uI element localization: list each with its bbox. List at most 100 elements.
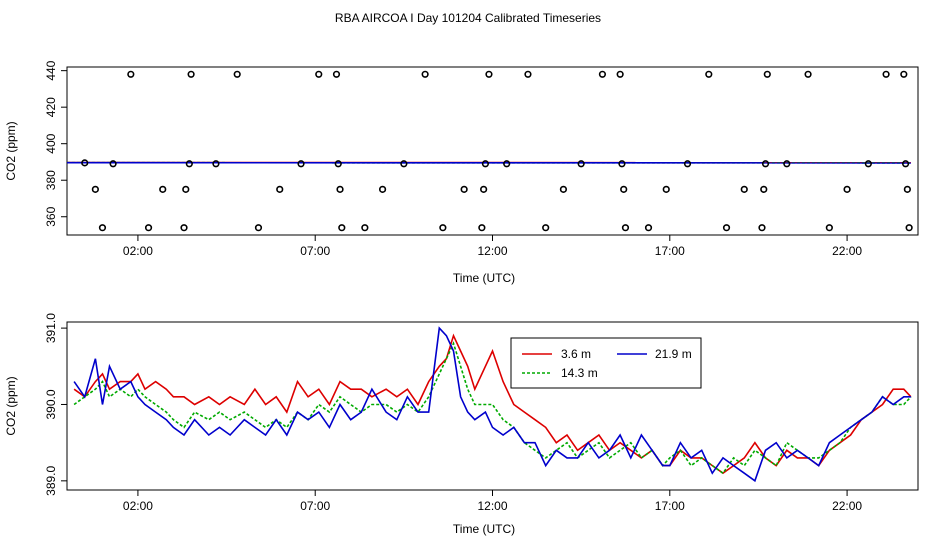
bottom-y-axis: 389.0 390.0 391.0 xyxy=(44,313,67,496)
scatter-point-37 xyxy=(616,70,624,78)
top-y-tick-label-0: 360 xyxy=(44,206,58,226)
legend-box xyxy=(510,337,702,389)
scatter-point-48 xyxy=(760,185,768,193)
bottom-x-axis: 02:00 07:00 12:00 17:00 22:00 xyxy=(123,490,862,513)
scatter-point-44 xyxy=(705,70,713,78)
bottom-panel: 02:00 07:00 12:00 17:00 22:00 389.0 390.0 391.… xyxy=(4,313,919,536)
scatter-point-12 xyxy=(233,70,241,78)
scatter-point-5 xyxy=(144,224,153,232)
scatter-point-11 xyxy=(212,160,220,168)
scatter-point-45 xyxy=(722,224,731,232)
bot-x-tick-label-3: 17:00 xyxy=(655,499,685,513)
scatter-point-4 xyxy=(127,70,135,78)
scatter-point-21 xyxy=(361,224,369,232)
scatter-point-8 xyxy=(182,185,190,193)
scatter-point-39 xyxy=(620,185,628,193)
scatter-point-18 xyxy=(334,160,342,168)
scatter-point-32 xyxy=(524,70,532,78)
scatter-point-24 xyxy=(421,70,429,78)
scatter-point-38 xyxy=(618,160,626,168)
scatter-point-22 xyxy=(378,185,387,193)
scatter-point-1 xyxy=(91,185,99,193)
scatter-point-35 xyxy=(577,160,585,168)
scatter-point-13 xyxy=(254,224,263,232)
scatter-point-50 xyxy=(763,70,771,78)
scatter-point-34 xyxy=(559,185,568,193)
scatter-point-19 xyxy=(336,185,344,193)
scatter-point-41 xyxy=(644,224,653,232)
scatter-point-31 xyxy=(503,160,511,168)
scatter-point-30 xyxy=(485,70,493,78)
figure-title: RBA AIRCOA I Day 101204 Calibrated Times… xyxy=(335,11,601,25)
legend-label-14.3m: 14.3 m xyxy=(561,366,598,380)
scatter-point-58 xyxy=(901,160,910,168)
scatter-point-15 xyxy=(297,160,305,168)
scatter-point-56 xyxy=(882,70,890,78)
top-y-tick-label-4: 440 xyxy=(44,60,58,80)
scatter-point-0 xyxy=(81,159,89,167)
scatter-point-27 xyxy=(481,160,490,168)
scatter-point-9 xyxy=(185,160,193,168)
scatter-point-2 xyxy=(98,224,107,232)
bot-y-tick-label-2: 391.0 xyxy=(44,313,58,343)
scatter-point-28 xyxy=(480,185,488,193)
scatter-point-53 xyxy=(825,224,833,232)
top-plot-frame xyxy=(66,66,919,236)
bottom-x-axis-label: Time (UTC) xyxy=(453,522,515,536)
scatter-point-60 xyxy=(905,224,913,232)
legend-label-3.6m: 3.6 m xyxy=(561,347,591,361)
top-x-tick-label-1: 07:00 xyxy=(300,244,330,258)
scatter-point-25 xyxy=(439,224,447,232)
top-scatter-points xyxy=(81,70,913,232)
bot-x-tick-label-4: 22:00 xyxy=(832,499,862,513)
scatter-point-7 xyxy=(180,224,188,232)
scatter-point-47 xyxy=(758,224,766,232)
scatter-point-14 xyxy=(276,185,284,193)
legend: 3.6 m 14.3 m 21.9 m xyxy=(510,337,702,389)
top-x-axis-label: Time (UTC) xyxy=(453,271,515,285)
scatter-point-40 xyxy=(621,224,630,232)
scatter-point-59 xyxy=(903,185,911,193)
scatter-point-42 xyxy=(662,185,670,193)
scatter-point-10 xyxy=(187,70,195,78)
scatter-point-55 xyxy=(864,160,872,168)
bot-x-tick-label-1: 07:00 xyxy=(300,499,330,513)
top-x-tick-label-3: 17:00 xyxy=(655,244,685,258)
scatter-point-17 xyxy=(332,70,341,78)
scatter-point-49 xyxy=(761,160,770,168)
scatter-point-26 xyxy=(460,185,468,193)
scatter-point-16 xyxy=(315,70,323,78)
bot-series-line-21.9m xyxy=(73,326,911,483)
top-y-tick-label-2: 400 xyxy=(44,133,58,153)
scatter-point-6 xyxy=(159,185,167,193)
bottom-series-lines xyxy=(73,326,912,483)
scatter-point-46 xyxy=(740,185,748,193)
scatter-point-43 xyxy=(683,160,692,168)
top-panel: 02:00 07:00 12:00 17:00 22:00 360 380 400 420 44… xyxy=(4,60,919,285)
scatter-point-29 xyxy=(478,224,486,232)
scatter-point-52 xyxy=(804,70,812,78)
top-y-axis: 360 380 400 420 440 xyxy=(44,60,67,227)
scatter-point-51 xyxy=(783,160,791,168)
scatter-point-33 xyxy=(542,224,550,232)
scatter-point-20 xyxy=(338,224,346,232)
bot-x-tick-label-2: 12:00 xyxy=(477,499,507,513)
bot-series-line-14.3m xyxy=(73,341,912,475)
legend-label-21.9m: 21.9 m xyxy=(655,347,692,361)
top-y-tick-label-1: 380 xyxy=(44,170,58,190)
top-x-axis: 02:00 07:00 12:00 17:00 22:00 xyxy=(123,235,862,258)
scatter-point-3 xyxy=(109,160,117,168)
top-x-tick-label-0: 02:00 xyxy=(123,244,153,258)
scatter-point-57 xyxy=(900,70,908,78)
scatter-point-36 xyxy=(598,70,607,78)
bot-series-line-3.6m xyxy=(73,333,912,475)
top-x-tick-label-4: 22:00 xyxy=(832,244,862,258)
top-y-tick-label-3: 420 xyxy=(44,97,58,117)
bot-x-tick-label-0: 02:00 xyxy=(123,499,153,513)
bot-y-tick-label-1: 390.0 xyxy=(44,389,58,419)
bottom-plot-frame xyxy=(66,321,919,491)
bot-y-tick-label-0: 389.0 xyxy=(44,465,58,495)
top-x-tick-label-2: 12:00 xyxy=(477,244,507,258)
top-y-axis-label: CO2 (ppm) xyxy=(4,121,18,180)
